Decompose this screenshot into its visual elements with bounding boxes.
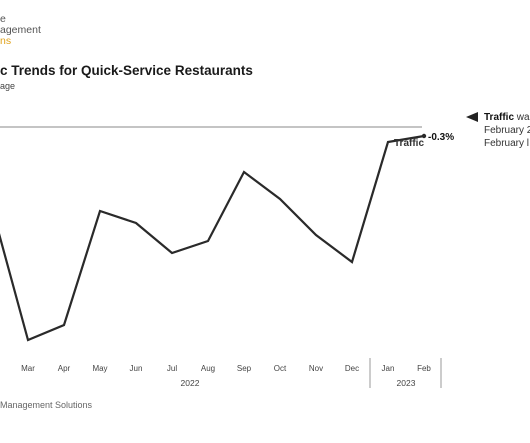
year-label: 2022 (181, 378, 200, 388)
end-value-label: -0.3% (428, 132, 454, 143)
logo-line-3: ns (0, 35, 12, 47)
x-tick-label: Jun (130, 364, 143, 373)
x-tick-label: Aug (201, 364, 215, 373)
x-tick-label: Jul (167, 364, 177, 373)
chart-title: c Trends for Quick-Service Restaurants (0, 63, 253, 78)
annotation-arrow-icon (466, 112, 478, 122)
chart-subtitle: age (0, 81, 16, 91)
logo-line-1: e (0, 13, 6, 25)
annotation-line-2: February 2 (484, 125, 530, 136)
x-tick-label: Apr (58, 364, 71, 373)
source-footer: Management Solutions (0, 400, 93, 410)
x-tick-label: Sep (237, 364, 252, 373)
x-tick-label: May (92, 364, 107, 373)
x-tick-label: Jan (382, 364, 395, 373)
series-line-traffic (0, 134, 425, 342)
x-tick-label: Feb (417, 364, 431, 373)
logo: e agement ns (0, 14, 41, 47)
series-label-traffic: Traffic (394, 138, 424, 149)
annotation-rest: was (516, 112, 530, 123)
annotation-bold: Traffic (484, 112, 515, 123)
x-tick-label: Nov (309, 364, 323, 373)
x-tick-label: Oct (274, 364, 287, 373)
logo-line-2: agement (0, 24, 41, 36)
x-tick-label: Mar (21, 364, 35, 373)
annotation-text: Traffic was February 2 February l (484, 111, 530, 150)
annotation-line-3: February l (484, 138, 530, 149)
series-end-point (421, 133, 427, 139)
year-label: 2023 (397, 378, 416, 388)
x-tick-label: Dec (345, 364, 359, 373)
